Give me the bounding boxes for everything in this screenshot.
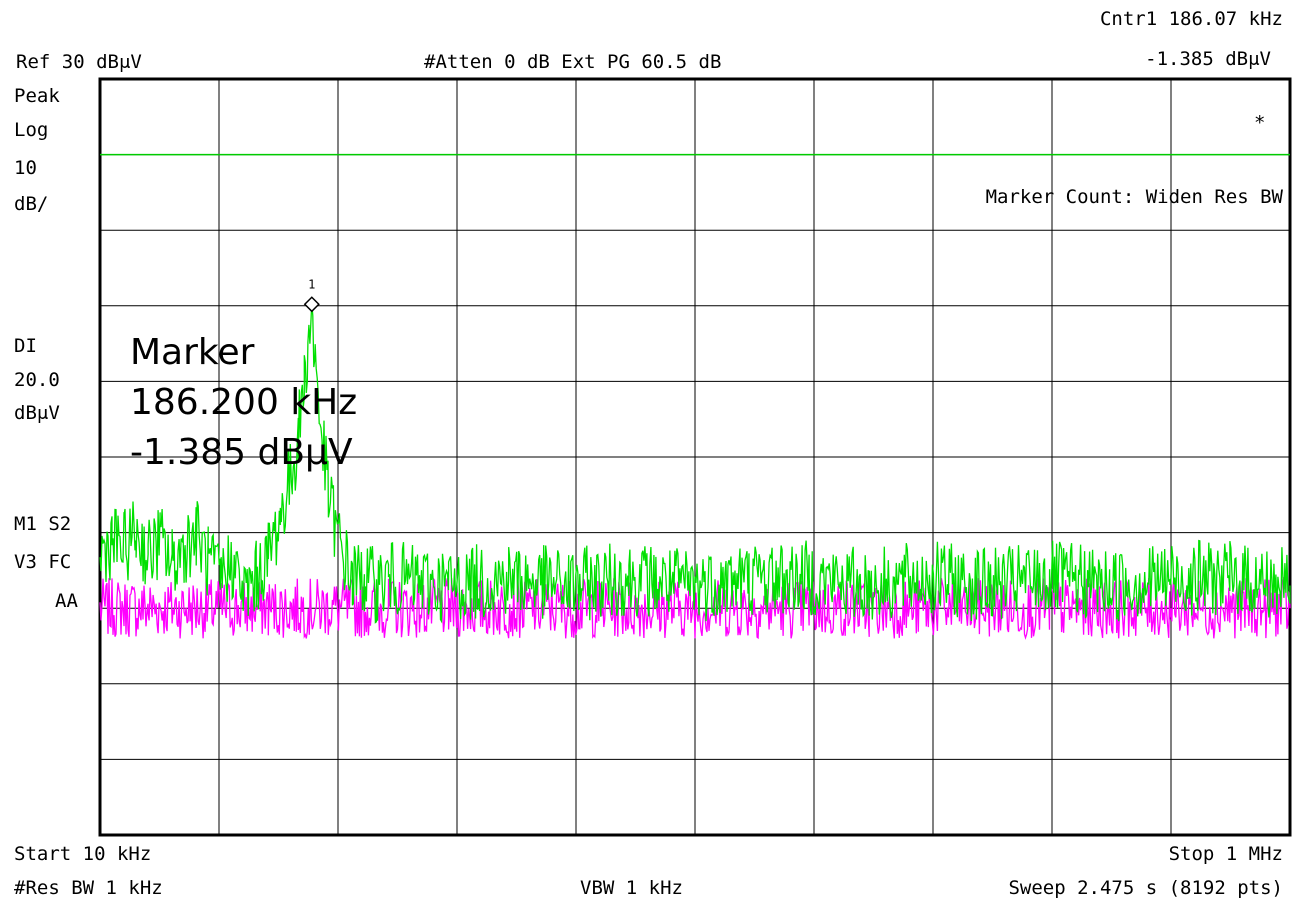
stop-frequency: Stop 1 MHz — [1168, 843, 1283, 865]
traces — [99, 302, 1291, 640]
marker-diamond — [303, 296, 320, 313]
trace-1 — [99, 302, 1291, 624]
sweep-time: Sweep 2.475 s (8192 pts) — [1008, 877, 1283, 899]
marker-frequency: 186.200 kHz — [130, 382, 358, 423]
trace-flags-2: V3 FC — [14, 551, 72, 573]
plot-border — [98, 77, 1292, 837]
marker-count-note: Marker Count: Widen Res BW — [985, 186, 1283, 208]
marker-title: Marker — [130, 332, 255, 373]
trace-flags-1: M1 S2 — [14, 513, 72, 535]
counter-level: -1.385 dBμV — [1145, 48, 1271, 70]
trace-2 — [99, 576, 1291, 640]
display-line-value: 20.0 — [14, 369, 60, 391]
resolution-bandwidth: #Res BW 1 kHz — [14, 877, 163, 899]
ref-level: Ref 30 dBμV — [16, 51, 142, 73]
attenuation-readout: #Atten 0 dB Ext PG 60.5 dB — [424, 51, 722, 73]
scale-unit-label: dB/ — [14, 193, 49, 215]
asterisk-indicator: * — [1254, 112, 1266, 134]
marker-number: 1 — [308, 277, 315, 291]
display-line-unit: dBμV — [14, 402, 60, 424]
display-line-label: DI — [14, 335, 37, 357]
scale-type-label: Log — [14, 119, 49, 141]
scale-value-label: 10 — [14, 157, 37, 179]
plot-grid — [98, 77, 1292, 837]
marker-level: -1.385 dBμV — [130, 432, 353, 473]
start-frequency: Start 10 kHz — [14, 843, 152, 865]
video-bandwidth: VBW 1 kHz — [580, 877, 683, 899]
counter-readout: Cntr1 186.07 kHz — [1099, 8, 1283, 30]
marker-1: 1 — [303, 277, 320, 313]
detector-label: Peak — [14, 85, 60, 107]
trace-flags-3: AA — [55, 590, 78, 612]
